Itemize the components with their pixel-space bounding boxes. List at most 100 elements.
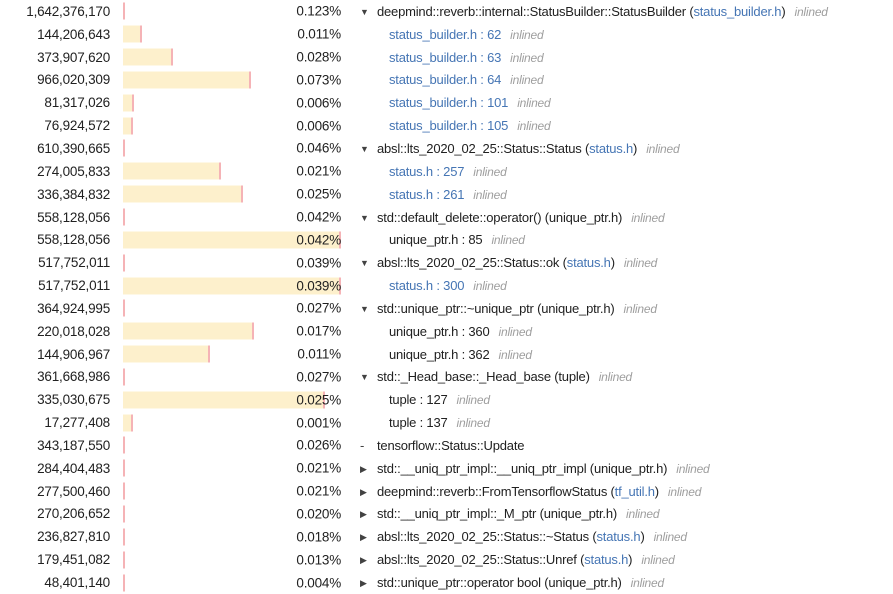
usage-bar-cell: 0.026%	[123, 434, 341, 457]
percent-value: 0.039%	[296, 278, 341, 294]
profile-row: 179,451,082 0.013% ▶ absl::lts_2020_02_25::…	[0, 548, 893, 571]
bar-end-marker	[208, 345, 210, 363]
expand-toggle-icon[interactable]: ▶	[360, 578, 367, 589]
inlined-badge: inlined	[491, 233, 525, 248]
usage-bar-cell: 0.073%	[123, 69, 341, 92]
sample-value: 76,924,572	[44, 118, 110, 134]
sample-value: 274,005,833	[37, 163, 110, 179]
profile-row: 144,206,643 0.011% status_builder.h : 62 in…	[0, 23, 893, 46]
collapse-toggle-icon[interactable]: ▼	[360, 372, 369, 383]
usage-bar-cell: 0.013%	[123, 548, 341, 571]
source-file-link[interactable]: status.h	[596, 529, 641, 545]
source-file-link[interactable]: status_builder.h : 105	[389, 118, 509, 134]
source-file-link[interactable]: status.h : 257	[389, 163, 465, 179]
percent-value: 0.039%	[296, 255, 341, 271]
expand-toggle-icon[interactable]: ▶	[360, 463, 367, 474]
percent-value: 0.004%	[296, 575, 341, 591]
source-file-link[interactable]: status_builder.h : 63	[389, 49, 502, 65]
symbol-cell: - tensorflow::Status::Update	[360, 438, 893, 453]
symbol-name-suffix: )	[633, 140, 638, 156]
usage-bar	[123, 345, 210, 363]
expand-toggle-icon[interactable]: ▶	[360, 555, 367, 566]
profile-row: 284,404,483 0.021% ▶ std::__uniq_ptr_impl::…	[0, 457, 893, 480]
source-file-link[interactable]: status.h	[584, 552, 629, 568]
symbol-cell: status_builder.h : 101 inlined	[360, 95, 893, 110]
usage-bar-cell: 0.028%	[123, 46, 341, 69]
source-file-link[interactable]: status.h : 261	[389, 186, 465, 202]
no-children-marker-icon: -	[360, 437, 365, 453]
collapse-toggle-icon[interactable]: ▼	[360, 258, 369, 269]
sample-value: 558,128,056	[37, 232, 110, 248]
inlined-badge: inlined	[598, 370, 633, 385]
symbol-cell: ▶ deepmind::reverb::FromTensorflowStatus …	[360, 484, 893, 499]
profile-row: 236,827,810 0.018% ▶ absl::lts_2020_02_25::…	[0, 525, 893, 548]
usage-bar-cell: 0.123%	[123, 0, 341, 23]
inlined-badge: inlined	[473, 164, 507, 179]
usage-bar-cell: 0.017%	[123, 320, 341, 343]
collapse-toggle-icon[interactable]: ▼	[360, 212, 369, 223]
symbol-cell: ▶ std::__uniq_ptr_impl::_M_ptr (unique_pt…	[360, 506, 893, 521]
bar-end-marker	[123, 208, 125, 226]
source-file-link[interactable]: status_builder.h : 64	[389, 72, 502, 88]
sample-value: 144,206,643	[37, 26, 110, 42]
symbol-name-suffix: )	[610, 255, 615, 271]
source-file-link[interactable]: status_builder.h : 62	[389, 26, 502, 42]
profile-row: 517,752,011 0.039% ▼ absl::lts_2020_02_25::…	[0, 251, 893, 274]
symbol-cell: status_builder.h : 105 inlined	[360, 118, 893, 133]
collapse-toggle-icon[interactable]: ▼	[360, 6, 369, 17]
usage-bar-cell: 0.042%	[123, 228, 341, 251]
collapse-toggle-icon[interactable]: ▼	[360, 303, 369, 314]
expand-toggle-icon[interactable]: ▶	[360, 532, 367, 543]
symbol-cell: status.h : 300 inlined	[360, 278, 893, 293]
profile-row: 364,924,995 0.027% ▼ std::unique_ptr::~uniq…	[0, 297, 893, 320]
source-file-link[interactable]: status.h	[566, 255, 611, 271]
bar-end-marker	[339, 277, 341, 295]
bar-end-marker	[219, 162, 221, 180]
symbol-cell: tuple : 127 inlined	[360, 392, 893, 407]
source-file-link[interactable]: status_builder.h : 101	[389, 95, 509, 111]
percent-value: 0.011%	[297, 346, 341, 362]
symbol-name-suffix: )	[640, 529, 645, 545]
usage-bar	[123, 391, 325, 409]
bar-end-marker	[123, 368, 125, 386]
profile-row: 361,668,986 0.027% ▼ std::_Head_base::_Head…	[0, 366, 893, 389]
profile-row: 144,906,967 0.011% unique_ptr.h : 362 inlin…	[0, 343, 893, 366]
usage-bar-cell: 0.039%	[123, 251, 341, 274]
symbol-name: deepmind::reverb::internal::StatusBuilde…	[377, 3, 694, 19]
bar-end-marker	[249, 71, 251, 89]
symbol-name: std::_Head_base::_Head_base (tuple)	[377, 369, 590, 385]
bar-end-marker	[123, 139, 125, 157]
sample-value: 343,187,550	[37, 437, 110, 453]
symbol-name-suffix: )	[781, 3, 786, 19]
percent-value: 0.042%	[296, 232, 341, 248]
usage-bar-cell: 0.021%	[123, 457, 341, 480]
percent-value: 0.073%	[296, 72, 341, 88]
source-file-link[interactable]: status_builder.h	[693, 3, 782, 19]
source-file-link[interactable]: tf_util.h	[614, 483, 655, 499]
percent-value: 0.046%	[296, 140, 341, 156]
sample-value: 17,277,408	[44, 415, 110, 431]
usage-bar	[123, 94, 134, 112]
source-file-link[interactable]: status.h	[589, 140, 634, 156]
source-file-link[interactable]: status.h : 300	[389, 278, 465, 294]
percent-value: 0.027%	[296, 300, 341, 316]
bar-end-marker	[123, 574, 125, 592]
sample-value: 361,668,986	[37, 369, 110, 385]
usage-bar	[123, 25, 142, 43]
profile-row: 81,317,026 0.006% status_builder.h : 101 in…	[0, 91, 893, 114]
symbol-cell: tuple : 137 inlined	[360, 415, 893, 430]
symbol-cell: unique_ptr.h : 85 inlined	[360, 232, 893, 247]
sample-value: 81,317,026	[44, 95, 110, 111]
bar-end-marker	[132, 94, 134, 112]
expand-toggle-icon[interactable]: ▶	[360, 509, 367, 520]
expand-toggle-icon[interactable]: ▶	[360, 486, 367, 497]
inlined-badge: inlined	[498, 347, 532, 362]
symbol-cell: ▶ absl::lts_2020_02_25::Status::~Status (…	[360, 529, 893, 544]
percent-value: 0.021%	[296, 163, 341, 179]
sample-value: 1,642,376,170	[26, 3, 110, 19]
profile-row: 610,390,665 0.046% ▼ absl::lts_2020_02_25::…	[0, 137, 893, 160]
usage-bar	[123, 185, 243, 203]
inlined-badge: inlined	[641, 553, 675, 568]
symbol-cell: ▶ std::__uniq_ptr_impl::__uniq_ptr_impl (…	[360, 461, 893, 476]
collapse-toggle-icon[interactable]: ▼	[360, 143, 369, 154]
